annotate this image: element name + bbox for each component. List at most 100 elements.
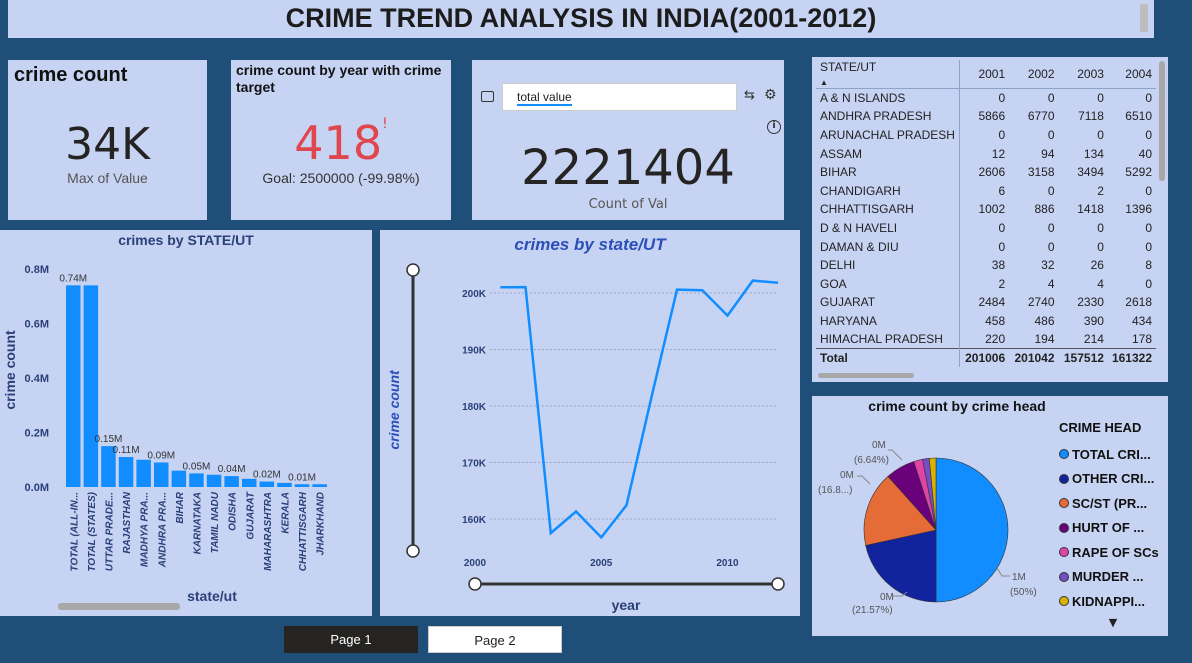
bar[interactable] (171, 470, 187, 487)
legend-item[interactable]: MURDER ... (1059, 565, 1167, 590)
table-row[interactable]: DAMAN & DIU 0 0 0 0 (816, 237, 1156, 256)
bar-chart-scrollbar[interactable] (58, 603, 180, 610)
bar[interactable] (101, 446, 116, 487)
pie-label-pct: (21.57%) (852, 605, 893, 616)
pie-label-value: 0M (872, 440, 886, 451)
column-header-state[interactable]: STATE/UT ▲ (816, 60, 960, 89)
table-cell-value: 0 (1097, 91, 1104, 106)
column-header-year[interactable]: 2001 (959, 60, 1010, 89)
x-tick-label: 2005 (590, 558, 613, 569)
bar[interactable] (136, 459, 151, 487)
table-cell-value: 0 (1145, 183, 1152, 198)
matrix-horizontal-scrollbar[interactable] (818, 373, 914, 378)
table-row[interactable]: A & N ISLANDS 0 0 0 0 (816, 88, 1156, 108)
table-cell-value: 2606 (978, 165, 1006, 180)
bar[interactable] (242, 478, 257, 487)
bar[interactable] (294, 484, 310, 487)
table-cell-value: 0 (998, 127, 1006, 142)
kpi-title: crime count (14, 64, 128, 86)
comment-icon[interactable] (481, 91, 494, 102)
y-range-slider-handle-top[interactable] (406, 263, 420, 277)
legend-item[interactable]: HURT OF ... (1059, 516, 1167, 541)
bar-data-label: 0.01M (288, 472, 316, 483)
matrix-visual[interactable]: STATE/UT ▲ 2001 2002 2003 2004 A & N ISLA… (812, 57, 1168, 382)
table-row[interactable]: CHHATTISGARH 1002 886 1418 1396 (816, 200, 1156, 219)
x-range-slider-handle-left[interactable] (468, 577, 482, 591)
table-row[interactable]: ASSAM 12 94 134 40 (816, 144, 1156, 163)
table-cell-value: 0 (1047, 220, 1055, 235)
title-scrollbar[interactable] (1140, 4, 1148, 32)
x-tick-label: RAJASTHAN (122, 491, 133, 553)
tab-page-2[interactable]: Page 2 (428, 626, 562, 653)
bar[interactable] (154, 462, 169, 487)
column-header-year[interactable]: 2003 (1058, 60, 1108, 89)
bar[interactable] (277, 482, 292, 487)
dashboard-title-bar: CRIME TREND ANALYSIS IN INDIA(2001-2012) (8, 0, 1154, 38)
pie-slice[interactable] (865, 529, 937, 603)
table-cell-value: 2484 (978, 295, 1006, 310)
table-cell-value: 2 (1097, 183, 1104, 198)
line-series[interactable] (500, 279, 779, 540)
table-cell-value: 201042 (1009, 348, 1059, 368)
bar[interactable] (312, 484, 327, 487)
table-row[interactable]: D & N HAVELI 0 0 0 0 (816, 218, 1156, 238)
bar-chart-card[interactable]: crimes by STATE/UT state/ut crime count … (0, 230, 372, 616)
bar-data-label: 0.04M (218, 464, 246, 475)
table-row[interactable]: HARYANA 458 486 390 434 (816, 311, 1156, 331)
pie-label-value: 0M (840, 470, 854, 481)
info-icon[interactable]: i (767, 120, 781, 134)
table-cell-state: ARUNACHAL PRADESH (816, 125, 960, 145)
table-cell-state: DELHI (816, 255, 960, 275)
legend-item[interactable]: RAPE OF SCs (1059, 540, 1167, 565)
bar[interactable] (83, 285, 99, 487)
x-tick-label: KERALA (280, 492, 291, 534)
bar[interactable] (259, 481, 275, 487)
kpi-card-total-value[interactable]: total value ⇆ ⚙ i 2221404 Count of Val (472, 60, 784, 220)
table-row[interactable]: CHANDIGARH 6 0 2 0 (816, 181, 1156, 201)
legend-item[interactable]: TOTAL CRI... (1059, 442, 1167, 467)
gear-icon[interactable]: ⚙ (764, 87, 777, 103)
pie-chart-card[interactable]: crime count by crime head 1M (50%) 0M (2… (812, 396, 1168, 636)
bar[interactable] (224, 476, 239, 487)
table-total-row[interactable]: Total 201006 201042 157512 161322 (816, 348, 1156, 368)
legend-dot-icon (1059, 596, 1069, 607)
line-chart-card[interactable]: crimes by state/UT year crime count 160K… (380, 230, 800, 616)
matrix-body: STATE/UT ▲ 2001 2002 2003 2004 A & N ISLA… (816, 60, 1156, 370)
pie-slice[interactable] (863, 475, 937, 546)
tab-page-1[interactable]: Page 1 (284, 626, 418, 653)
table-cell-state: HARYANA (816, 311, 960, 331)
bar-data-label: 0.05M (183, 461, 211, 472)
matrix-vertical-scrollbar[interactable] (1159, 61, 1165, 181)
table-row[interactable]: GOA 2 4 4 0 (816, 274, 1156, 294)
bar[interactable] (118, 457, 134, 487)
pie-slice[interactable] (928, 457, 937, 531)
table-row[interactable]: ARUNACHAL PRADESH 0 0 0 0 (816, 125, 1156, 145)
legend-item[interactable]: OTHER CRI... (1059, 467, 1167, 492)
column-header-year[interactable]: 2002 (1009, 60, 1059, 89)
legend-scroll-down-icon[interactable]: ▼ (1108, 615, 1118, 629)
table-row[interactable]: BIHAR 2606 3158 3494 5292 (816, 162, 1156, 182)
column-header-year[interactable]: 2004 (1107, 60, 1156, 89)
table-row[interactable]: HIMACHAL PRADESH 220 194 214 178 (816, 330, 1156, 349)
pie-leader-line (996, 567, 1010, 577)
bar[interactable] (206, 474, 222, 487)
table-row[interactable]: DELHI 38 32 26 8 (816, 255, 1156, 275)
kpi-card-target[interactable]: crime count by year with crime target 41… (231, 60, 451, 220)
x-range-slider-handle-right[interactable] (771, 577, 785, 591)
bar[interactable] (66, 285, 81, 487)
qna-input[interactable]: total value (502, 83, 737, 111)
kpi-value: 34K (65, 119, 150, 170)
table-row[interactable]: GUJARAT 2484 2740 2330 2618 (816, 293, 1156, 312)
pie-slice[interactable] (935, 457, 1009, 603)
table-cell-value: 5292 (1125, 165, 1152, 180)
kpi-card-crime-count[interactable]: crime count 34K Max of Value (8, 60, 207, 220)
legend-item[interactable]: SC/ST (PR... (1059, 491, 1167, 516)
bar[interactable] (189, 473, 204, 487)
table-row[interactable]: ANDHRA PRADESH 5866 6770 7118 6510 (816, 107, 1156, 126)
bar-chart-ylabel: crime count (2, 330, 18, 410)
table-cell-value: 194 (1034, 332, 1055, 347)
y-range-slider-handle-bottom[interactable] (406, 544, 420, 558)
share-icon[interactable]: ⇆ (744, 88, 755, 103)
x-tick-label: 2010 (716, 558, 739, 569)
legend-item[interactable]: KIDNAPPI... (1059, 589, 1167, 614)
